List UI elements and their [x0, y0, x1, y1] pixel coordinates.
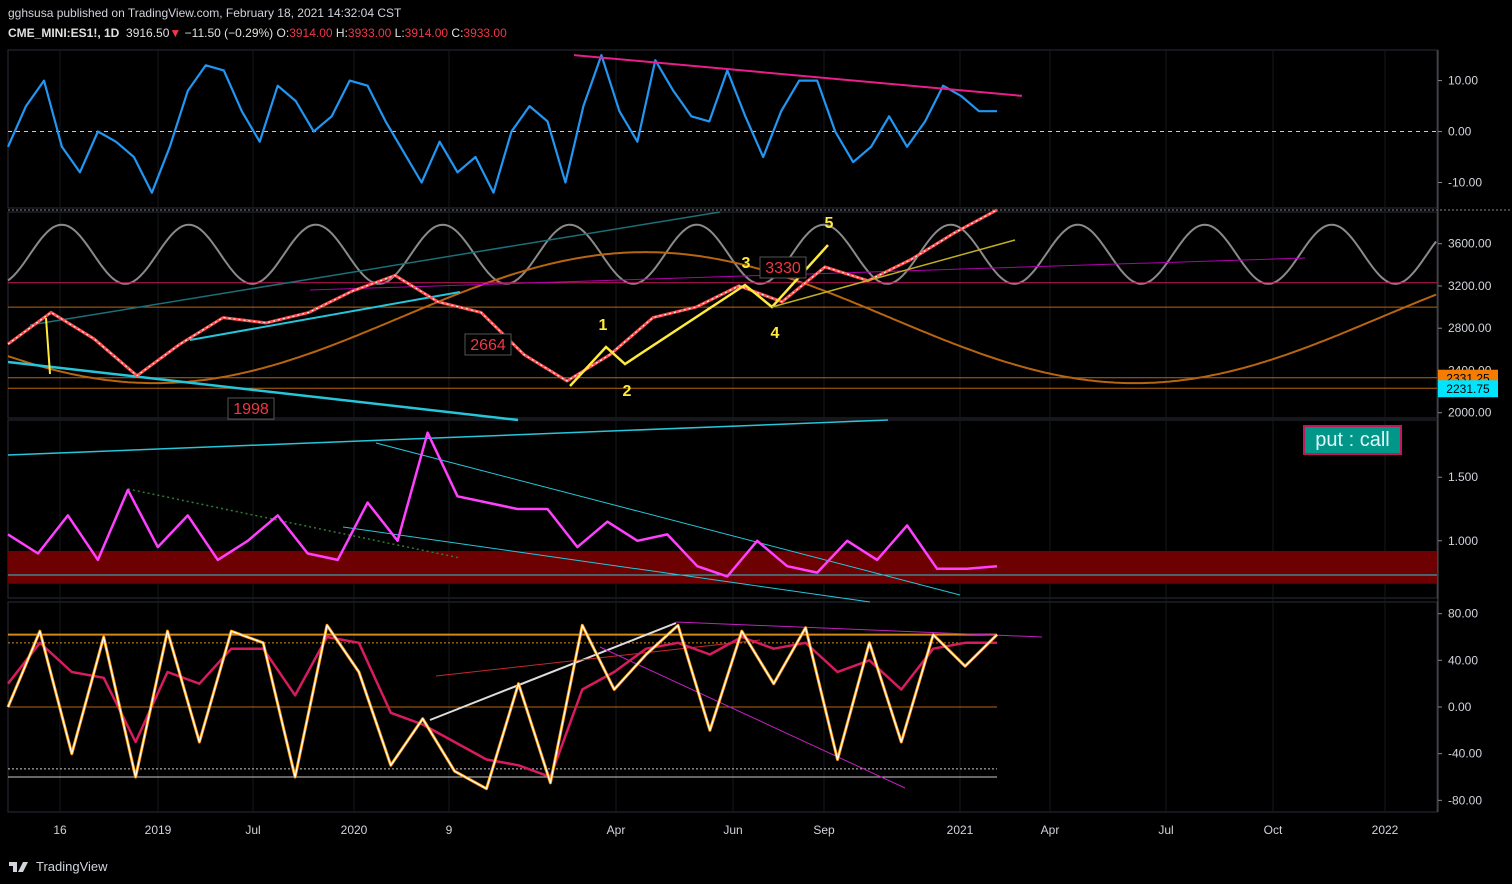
stochastic-main-line: [7, 624, 998, 790]
y-tick-label: 2000.00: [1448, 406, 1492, 420]
x-tick-label: Apr: [607, 823, 626, 837]
y-tick-label: -80.00: [1448, 793, 1482, 807]
close-value: 3933.00: [463, 26, 507, 40]
resistance-trendline: [573, 54, 1023, 97]
y-tick-label: -40.00: [1448, 747, 1482, 761]
change-value: −11.50 (−0.29%): [184, 26, 274, 40]
low-1998-label: 1998: [233, 401, 269, 418]
x-tick-label: 2021: [947, 823, 974, 837]
wave-label: 5: [825, 215, 834, 232]
channel-upper-line: [29, 211, 721, 326]
pane-frame: [7, 49, 1438, 209]
open-value: 3914.00: [289, 26, 333, 40]
put-call-upper-trendline: [7, 419, 889, 456]
put-call-lower-trendline: [342, 526, 871, 603]
y-tick-label: 3200.00: [1448, 279, 1492, 293]
open-label: O:: [276, 26, 290, 40]
high-3330-label: 3330: [765, 260, 801, 277]
support-trendline: [7, 360, 519, 422]
close-label: C:: [451, 26, 464, 40]
tradingview-brand: TradingView: [36, 859, 108, 874]
low-2664-label: 2664: [470, 337, 506, 354]
y-tick-label: 1.500: [1448, 470, 1478, 484]
y-tick-label: 0.00: [1448, 125, 1472, 139]
x-tick-label: 2022: [1372, 823, 1399, 837]
put-call-green-dotted: [127, 488, 461, 559]
stochastic-magenta-downline: [599, 646, 906, 789]
price-tag-label: 2231.75: [1446, 382, 1490, 396]
y-tick-label: 80.00: [1448, 607, 1478, 621]
symbol-info: CME_MINI:ES1!, 1D 3916.50▼ −11.50 (−0.29…: [8, 26, 507, 40]
low-value: 3914.00: [404, 26, 449, 40]
price-tag-box: [1438, 380, 1498, 398]
last-price: 3916.50: [126, 26, 170, 40]
y-tick-label: -10.00: [1448, 176, 1482, 190]
x-tick-label: Jun: [723, 823, 742, 837]
x-tick-label: 2019: [145, 823, 172, 837]
symbol-label: CME_MINI:ES1!, 1D: [8, 26, 120, 40]
oscillator-line: [6, 53, 997, 194]
yellow-marker: [45, 317, 51, 375]
x-tick-label: Oct: [1264, 823, 1283, 837]
high-3330-label-box: [759, 256, 807, 279]
y-tick-label: 3600.00: [1448, 237, 1492, 251]
wave-label: 3: [742, 255, 751, 272]
down-arrow-icon: ▼: [169, 26, 182, 40]
wave-trendline: [771, 239, 1016, 308]
x-tick-label: 16: [53, 823, 67, 837]
put-call-label: put : call: [1303, 425, 1402, 455]
x-tick-label: 9: [446, 823, 453, 837]
stochastic-white-trendline: [429, 622, 677, 721]
x-tick-label: 2020: [341, 823, 368, 837]
y-tick-label: 40.00: [1448, 653, 1478, 667]
low-label: L:: [394, 26, 405, 40]
magenta-trendline: [309, 257, 1306, 291]
stochastic-signal-line: [7, 635, 997, 779]
stochastic-magenta-upline: [675, 621, 1043, 638]
put-call-line: [7, 431, 998, 578]
put-call-down-trendline: [375, 442, 961, 596]
wave-label: 1: [599, 317, 608, 334]
low-2664-label-box: [464, 333, 512, 356]
y-tick-label: 1.000: [1448, 534, 1478, 548]
tradingview-footer[interactable]: TradingView: [8, 859, 108, 874]
y-tick-label: 10.00: [1448, 74, 1478, 88]
low-1998-label-box: [227, 397, 275, 420]
high-value: 3933.00: [347, 26, 392, 40]
wave-label: 4: [771, 325, 780, 342]
x-tick-label: Jul: [1158, 823, 1173, 837]
tradingview-logo-icon: [9, 861, 28, 872]
x-tick-label: Jul: [245, 823, 260, 837]
y-tick-label: 2800.00: [1448, 321, 1492, 335]
x-tick-label: Apr: [1041, 823, 1060, 837]
y-tick-label: 0.00: [1448, 700, 1472, 714]
x-tick-label: Sep: [813, 823, 835, 837]
high-label: H:: [335, 26, 348, 40]
publish-info: gghsusa published on TradingView.com, Fe…: [8, 6, 402, 20]
wave-label: 2: [623, 383, 632, 400]
channel-trendline: [189, 291, 461, 341]
put-call-band: [8, 550, 1437, 584]
elliott-wave: [569, 244, 829, 387]
